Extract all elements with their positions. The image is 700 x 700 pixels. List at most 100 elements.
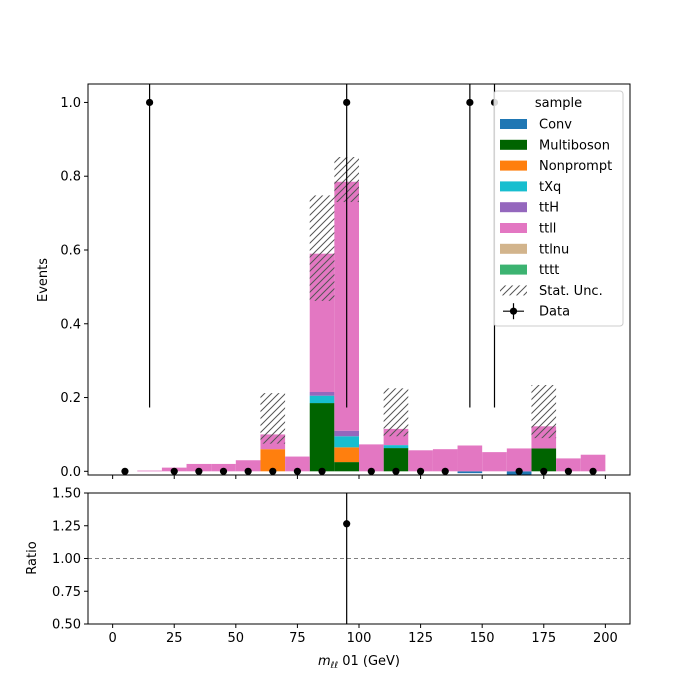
bar-ttll-bin-18 bbox=[556, 458, 581, 472]
legend-label-3: tXq bbox=[539, 180, 561, 195]
legend-label-9: Data bbox=[539, 305, 570, 320]
data-point-1 bbox=[145, 98, 154, 107]
bar-txq-bin-9 bbox=[334, 436, 359, 448]
data-point-11 bbox=[392, 467, 400, 475]
bottom-y-axis-label: Ratio bbox=[25, 541, 40, 574]
bar-multiboson-bin-11 bbox=[383, 448, 409, 472]
top-y-axis-label: Events bbox=[36, 258, 51, 302]
bottom-ytick-label-4: 1.50 bbox=[52, 487, 81, 502]
bar-ttll-bin-3 bbox=[186, 463, 212, 472]
bar-ttll-bin-13 bbox=[432, 449, 458, 472]
bottom-xtick-label-4: 100 bbox=[347, 631, 372, 646]
bottom-xtick-label-7: 175 bbox=[531, 631, 556, 646]
data-point-6 bbox=[269, 467, 277, 475]
top-ytick-label-5: 1.0 bbox=[60, 96, 81, 111]
data-point-0 bbox=[121, 467, 129, 475]
legend-swatch-5 bbox=[500, 223, 527, 233]
legend-label-1: Multiboson bbox=[539, 138, 610, 153]
bar-ttll-bin-5 bbox=[235, 460, 261, 472]
bar-ttll-bin-19 bbox=[580, 454, 606, 472]
bottom-ytick-label-0: 0.50 bbox=[52, 618, 81, 633]
top-ytick-label-0: 0.0 bbox=[60, 465, 81, 480]
x-axis-label: mℓℓ 01 (GeV) bbox=[318, 654, 400, 671]
legend-label-6: ttlnu bbox=[539, 242, 569, 257]
legend-label-5: ttll bbox=[539, 222, 556, 237]
data-point-9 bbox=[343, 98, 351, 107]
x-axis-label-var: m bbox=[318, 654, 331, 669]
data-point-14 bbox=[466, 98, 474, 107]
data-point-12 bbox=[416, 467, 425, 475]
legend-swatch-6 bbox=[500, 243, 527, 254]
bar-nonprompt-bin-6 bbox=[260, 449, 286, 472]
data-point-18 bbox=[564, 467, 573, 475]
bottom-axes-frame bbox=[87, 492, 631, 625]
bar-tth-bin-9 bbox=[334, 430, 359, 437]
bar-ttll-bin-7 bbox=[285, 456, 310, 472]
bottom-ytick-label-1: 0.75 bbox=[52, 585, 81, 600]
bottom-xtick-label-1: 25 bbox=[166, 631, 183, 646]
legend-label-2: Nonprompt bbox=[539, 159, 612, 174]
stat-unc-band-bin-6 bbox=[260, 393, 286, 444]
bar-ttll-bin-10 bbox=[359, 444, 384, 472]
bar-tth-bin-8 bbox=[309, 392, 335, 396]
bar-multiboson-bin-9 bbox=[334, 462, 359, 472]
top-y-ticks: 0.0 0.2 0.4 0.6 0.8 1.0 bbox=[60, 96, 88, 480]
legend-swatch-7 bbox=[500, 264, 527, 275]
data-point-13 bbox=[441, 467, 449, 475]
stat-unc-band-bin-17 bbox=[531, 384, 557, 439]
legend-swatch-0 bbox=[500, 119, 527, 129]
stat-unc-band-bin-11 bbox=[383, 388, 409, 437]
data-point-19 bbox=[589, 467, 597, 475]
legend-label-8: Stat. Unc. bbox=[539, 284, 603, 299]
stat-unc-band-bin-8 bbox=[309, 195, 335, 301]
bar-txq-bin-11 bbox=[383, 445, 409, 449]
bar-ttll-bin-16 bbox=[506, 448, 532, 472]
top-ytick-label-2: 0.4 bbox=[60, 317, 81, 332]
legend-title: sample bbox=[535, 96, 582, 111]
x-axis-label-rest: 01 (GeV) bbox=[338, 654, 400, 669]
bar-ttll-bin-12 bbox=[408, 450, 433, 472]
bottom-xtick-label-6: 150 bbox=[470, 631, 495, 646]
data-point-5 bbox=[244, 467, 252, 475]
bottom-xtick-label-0: 0 bbox=[108, 631, 116, 646]
ratio-point-0 bbox=[343, 520, 351, 528]
legend: sample Conv Multiboson Nonprompt tXq ttH ttll t… bbox=[493, 90, 624, 327]
top-ytick-label-3: 0.6 bbox=[60, 243, 81, 258]
ratio-panel: 0.50 0.75 1.00 1.25 1.50 0 25 50 75 100 125 150 175… bbox=[25, 487, 631, 671]
legend-swatch-1 bbox=[500, 139, 527, 150]
data-point-17 bbox=[540, 467, 548, 475]
data-point-8 bbox=[318, 467, 326, 475]
bottom-xtick-label-5: 125 bbox=[408, 631, 433, 646]
bar-ttll-bin-4 bbox=[211, 463, 236, 472]
bar-multiboson-bin-8 bbox=[309, 403, 335, 472]
bottom-ytick-label-2: 1.00 bbox=[52, 552, 81, 567]
bottom-x-ticks: 0 25 50 75 100 125 150 175 200 bbox=[108, 624, 618, 646]
legend-swatch-8 bbox=[500, 285, 527, 296]
bottom-xtick-label-3: 75 bbox=[289, 631, 306, 646]
data-point-4 bbox=[219, 467, 228, 475]
x-axis-label-subscript: ℓℓ bbox=[330, 661, 338, 671]
top-ytick-label-1: 0.2 bbox=[60, 391, 81, 406]
data-point-10 bbox=[367, 467, 375, 475]
legend-label-7: tttt bbox=[539, 263, 559, 278]
bar-conv-bin-14 bbox=[457, 471, 483, 474]
legend-swatch-2 bbox=[500, 160, 527, 171]
ratio-points bbox=[343, 493, 351, 624]
top-x-ticks bbox=[112, 475, 606, 479]
data-point-7 bbox=[293, 467, 302, 475]
bar-nonprompt-bin-9 bbox=[334, 447, 359, 463]
bottom-xtick-label-8: 200 bbox=[593, 631, 618, 646]
bar-ttll-bin-1 bbox=[137, 470, 162, 472]
top-ytick-label-4: 0.8 bbox=[60, 170, 81, 185]
bar-ttll-bin-14 bbox=[457, 445, 483, 472]
data-point-16 bbox=[515, 467, 523, 475]
bottom-ytick-label-3: 1.25 bbox=[52, 519, 81, 534]
bar-ttll-bin-15 bbox=[482, 452, 507, 472]
data-point-3 bbox=[195, 467, 203, 475]
bar-multiboson-bin-17 bbox=[531, 448, 557, 472]
data-point-2 bbox=[170, 467, 178, 475]
legend-swatch-3 bbox=[500, 181, 527, 192]
legend-swatch-4 bbox=[500, 202, 527, 213]
legend-label-0: Conv bbox=[539, 118, 572, 133]
